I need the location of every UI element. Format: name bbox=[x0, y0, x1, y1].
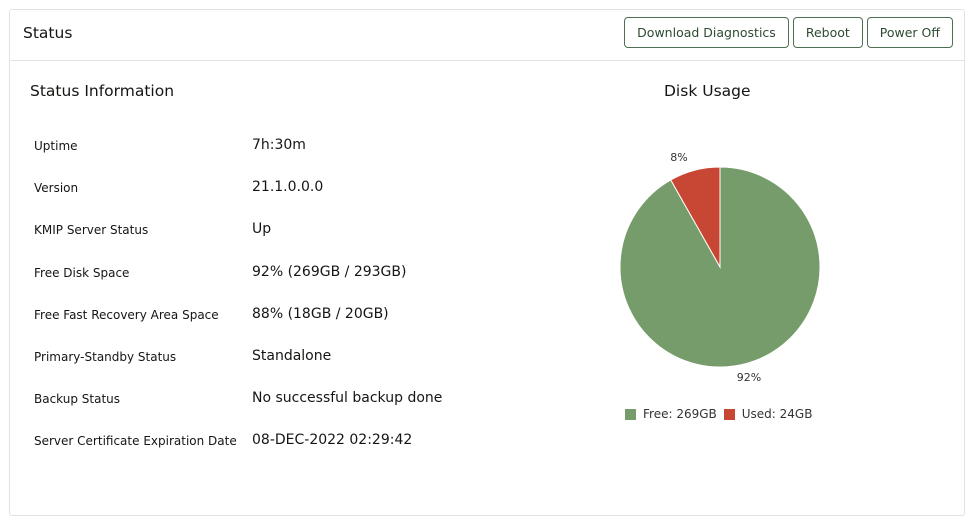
status-value: 21.1.0.0.0 bbox=[252, 179, 324, 196]
legend-free: Free: 269GB bbox=[643, 407, 717, 421]
legend-used: Used: 24GB bbox=[741, 407, 813, 421]
chart-legend: Free: 269GB Used: 24GB bbox=[625, 407, 812, 421]
status-value: No successful backup done bbox=[252, 390, 443, 407]
status-label: Version bbox=[34, 181, 79, 196]
status-value: 7h:30m bbox=[252, 137, 306, 153]
status-label: Server Certificate Expiration Date bbox=[34, 434, 237, 449]
pie-slice-used[interactable] bbox=[670, 166, 721, 269]
status-information-heading: Status Information bbox=[30, 82, 175, 100]
page-title: Status bbox=[23, 24, 73, 42]
slice-label-used: 8% bbox=[670, 151, 687, 164]
status-label: Uptime bbox=[34, 139, 78, 153]
card-header: Status Download Diagnostics Reboot Power… bbox=[10, 10, 964, 61]
status-label: Free Fast Recovery Area Space bbox=[34, 307, 219, 322]
status-label: Backup Status bbox=[34, 392, 121, 407]
status-label: Free Disk Space bbox=[34, 265, 130, 280]
download-diagnostics-button[interactable]: Download Diagnostics bbox=[624, 17, 789, 48]
legend-swatch-used bbox=[723, 408, 735, 420]
reboot-button[interactable]: Reboot bbox=[792, 17, 863, 48]
chart-title: Disk Usage bbox=[664, 82, 751, 100]
status-value: 92% (269GB / 293GB) bbox=[252, 263, 407, 280]
status-label: KMIP Server Status bbox=[34, 223, 149, 238]
power-off-button[interactable]: Power Off bbox=[866, 17, 953, 48]
status-value: 88% (18GB / 20GB) bbox=[252, 305, 389, 322]
slice-label-free: 92% bbox=[737, 371, 761, 384]
status-label: Primary-Standby Status bbox=[34, 350, 177, 364]
status-value: Up bbox=[252, 221, 272, 238]
status-value: 08-DEC-2022 02:29:42 bbox=[252, 432, 413, 449]
status-value: Standalone bbox=[252, 348, 332, 364]
legend-swatch-free bbox=[625, 408, 636, 420]
